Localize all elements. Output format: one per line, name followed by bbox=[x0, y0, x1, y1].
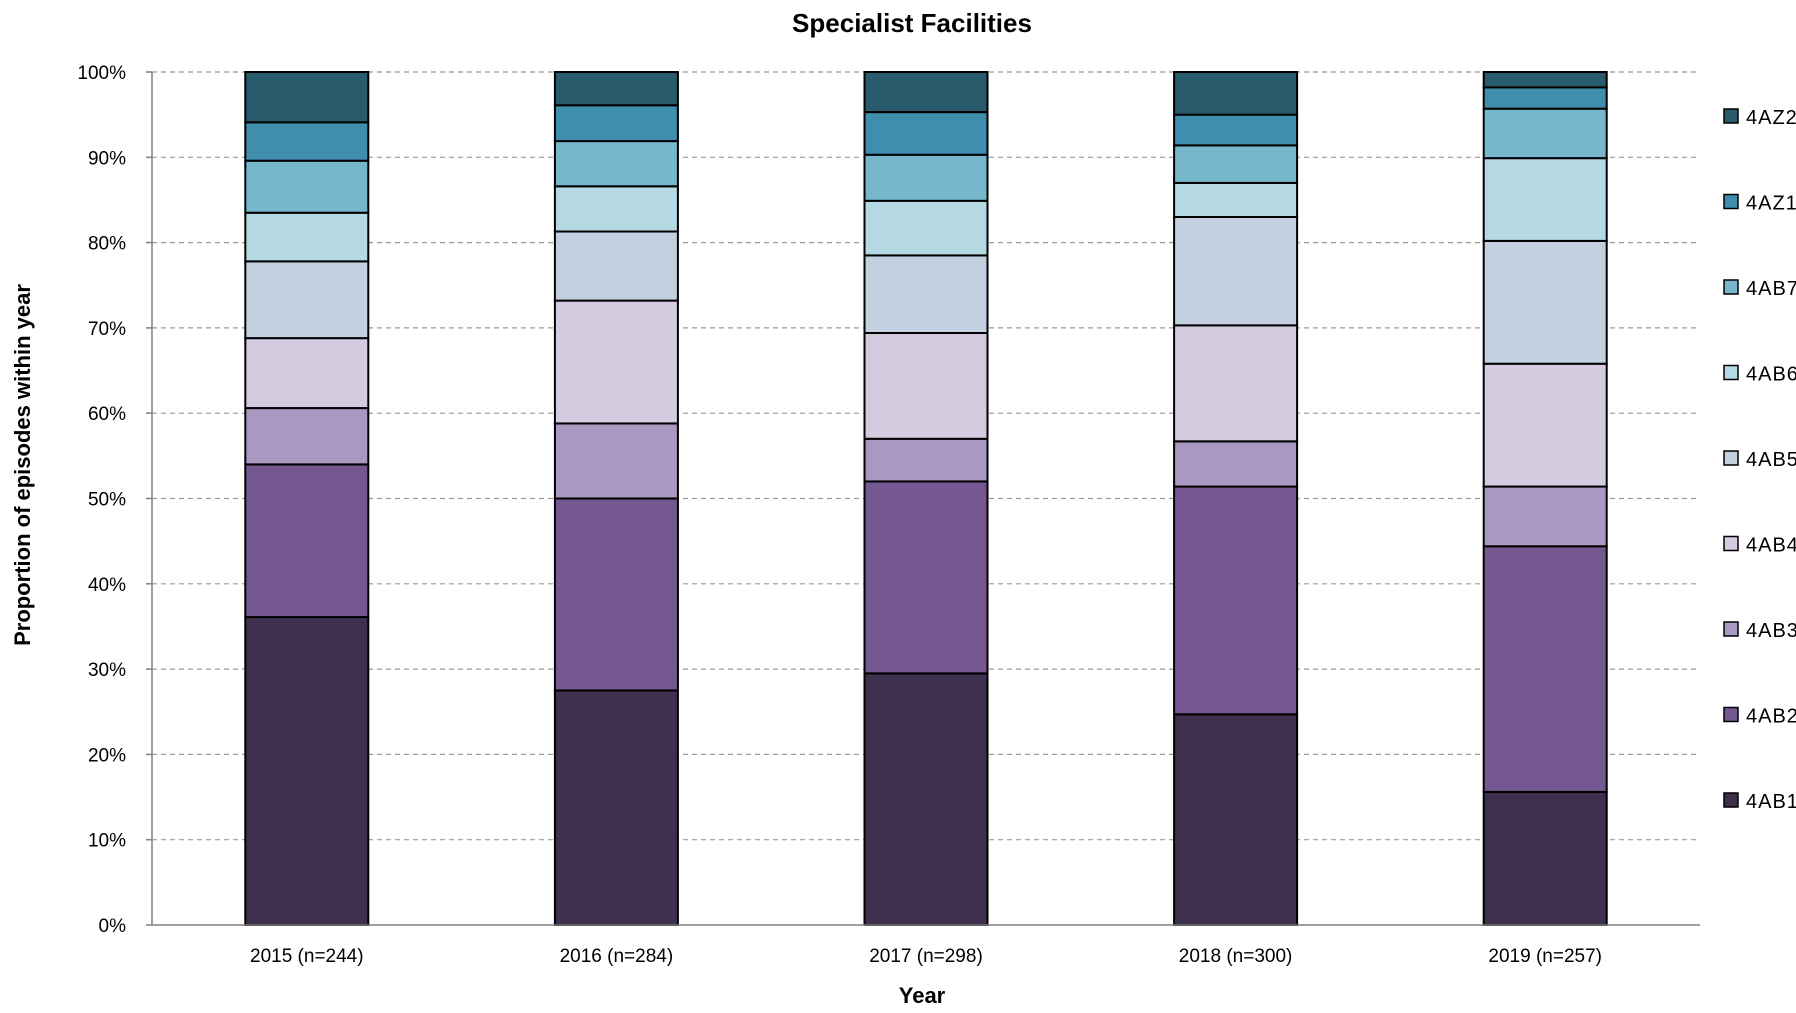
bar-segment-4ab3 bbox=[1482, 485, 1608, 548]
bar-segment-4ab1 bbox=[863, 672, 989, 926]
x-tick-label: 2017 (n=298) bbox=[869, 946, 983, 967]
bar-segment-4az1 bbox=[1482, 86, 1608, 110]
bar-segment-4ab3 bbox=[553, 422, 679, 500]
bar-segment-4ab6 bbox=[553, 185, 679, 233]
bar-segment-4ab3 bbox=[244, 407, 370, 466]
bar-segment-4ab4 bbox=[1482, 362, 1608, 488]
bar-segment-4ab4 bbox=[1173, 324, 1299, 443]
bar-segment-4ab1 bbox=[553, 689, 679, 926]
bar-segment-4ab6 bbox=[244, 211, 370, 263]
legend-label: 4AB5 bbox=[1746, 449, 1796, 471]
axes: 0% 10% 20% 30% 40% 50% 60% 70% 80% 90% 100% 2015 (n… bbox=[77, 63, 1700, 967]
bar-segment-4ab4 bbox=[553, 299, 679, 425]
bar-segment-4ab1 bbox=[1482, 790, 1608, 926]
bar-segment-4az1 bbox=[863, 111, 989, 156]
bar-segment-4ab2 bbox=[1173, 485, 1299, 716]
x-tick-label: 2015 (n=244) bbox=[250, 946, 364, 967]
legend-label: 4AZ2 bbox=[1746, 107, 1796, 129]
legend-label: 4AB1 bbox=[1746, 791, 1796, 813]
legend-item-4ab4: 4AB4 bbox=[1723, 535, 1796, 557]
y-tick-label: 20% bbox=[88, 745, 126, 766]
y-tick-label: 100% bbox=[77, 63, 126, 84]
legend-label: 4AB3 bbox=[1746, 620, 1796, 642]
bar-segment-4ab5 bbox=[244, 260, 370, 340]
bar-segment-4az1 bbox=[553, 104, 679, 143]
bar-segment-4ab1 bbox=[244, 616, 370, 927]
legend-swatch bbox=[1723, 535, 1739, 552]
bar-segment-4az2 bbox=[1173, 71, 1299, 116]
legend-item-4az2: 4AZ2 bbox=[1723, 107, 1796, 129]
bar-segment-4ab5 bbox=[863, 254, 989, 335]
bar-segment-4ab3 bbox=[863, 437, 989, 483]
legend-label: 4AB2 bbox=[1746, 706, 1796, 728]
legend-swatch bbox=[1723, 450, 1739, 466]
bar-segment-4az2 bbox=[244, 71, 370, 124]
x-tick-label: 2019 (n=257) bbox=[1488, 946, 1602, 967]
y-tick-label: 90% bbox=[88, 148, 126, 169]
legend-item-4ab2: 4AB2 bbox=[1723, 706, 1796, 728]
bar-segment-4ab7 bbox=[1173, 144, 1299, 184]
bar-segment-4az1 bbox=[244, 121, 370, 162]
chart-title: Specialist Facilities bbox=[792, 8, 1032, 38]
x-tick-label: 2018 (n=300) bbox=[1179, 946, 1293, 967]
bar-segment-4ab5 bbox=[1482, 239, 1608, 365]
y-tick-label: 10% bbox=[88, 831, 126, 852]
bar-segment-4ab7 bbox=[553, 140, 679, 188]
legend-swatch bbox=[1723, 706, 1739, 723]
bar-segment-4az2 bbox=[863, 71, 989, 114]
bar-segment-4az2 bbox=[1482, 71, 1608, 89]
y-axis-label: Proportion of episodes within year bbox=[10, 284, 35, 646]
x-tick-label: 2016 (n=284) bbox=[560, 946, 674, 967]
bar-segment-4ab6 bbox=[1482, 157, 1608, 242]
y-tick-label: 70% bbox=[88, 319, 126, 340]
bar-segment-4ab2 bbox=[553, 497, 679, 692]
bar-segment-4ab5 bbox=[553, 230, 679, 302]
bar-segment-4ab3 bbox=[1173, 440, 1299, 488]
legend-swatch bbox=[1723, 364, 1739, 381]
legend-swatch bbox=[1723, 621, 1739, 637]
bar-segment-4az1 bbox=[1173, 113, 1299, 147]
y-tick-label: 40% bbox=[88, 575, 126, 596]
bar-segment-4ab2 bbox=[863, 480, 989, 675]
y-tick-label: 0% bbox=[99, 916, 127, 937]
legend-label: 4AB6 bbox=[1746, 364, 1796, 386]
bar-segment-4ab7 bbox=[244, 159, 370, 214]
legend-swatch bbox=[1723, 792, 1739, 808]
bar-segment-4ab2 bbox=[244, 463, 370, 619]
legend-swatch bbox=[1723, 279, 1739, 295]
bar-segment-4ab6 bbox=[863, 199, 989, 257]
bar-segment-4ab2 bbox=[1482, 545, 1608, 793]
bar-segment-4ab5 bbox=[1173, 216, 1299, 327]
legend-label: 4AZ1 bbox=[1746, 193, 1796, 215]
legend-item-4ab6: 4AB6 bbox=[1723, 364, 1796, 386]
legend-item-4ab7: 4AB7 bbox=[1723, 278, 1796, 300]
y-tick-label: 60% bbox=[88, 404, 126, 425]
bar-segment-4ab7 bbox=[863, 153, 989, 202]
bar-segment-4ab7 bbox=[1482, 107, 1608, 160]
legend-label: 4AB7 bbox=[1746, 278, 1796, 300]
y-tick-label: 50% bbox=[88, 490, 126, 511]
x-axis-label: Year bbox=[899, 983, 946, 1008]
legend-swatch bbox=[1723, 193, 1739, 210]
legend-label: 4AB4 bbox=[1746, 535, 1796, 557]
legend-item-4az1: 4AZ1 bbox=[1723, 193, 1796, 215]
bars bbox=[244, 71, 1608, 927]
bar-segment-4ab6 bbox=[1173, 181, 1299, 219]
bar-segment-4ab4 bbox=[863, 332, 989, 440]
y-tick-label: 30% bbox=[88, 660, 126, 681]
bar-segment-4ab1 bbox=[1173, 713, 1299, 927]
legend-item-4ab1: 4AB1 bbox=[1723, 791, 1796, 813]
legend-item-4ab5: 4AB5 bbox=[1723, 449, 1796, 471]
legend-item-4ab3: 4AB3 bbox=[1723, 620, 1796, 642]
bar-segment-4az2 bbox=[553, 71, 679, 107]
bar-segment-4ab4 bbox=[244, 337, 370, 410]
legend-swatch bbox=[1723, 108, 1739, 124]
y-tick-label: 80% bbox=[88, 234, 126, 255]
legend: 4AZ2 4AZ1 4AB7 4AB6 4AB5 4AB4 4AB3 4AB2 4AB1 bbox=[1723, 107, 1796, 813]
